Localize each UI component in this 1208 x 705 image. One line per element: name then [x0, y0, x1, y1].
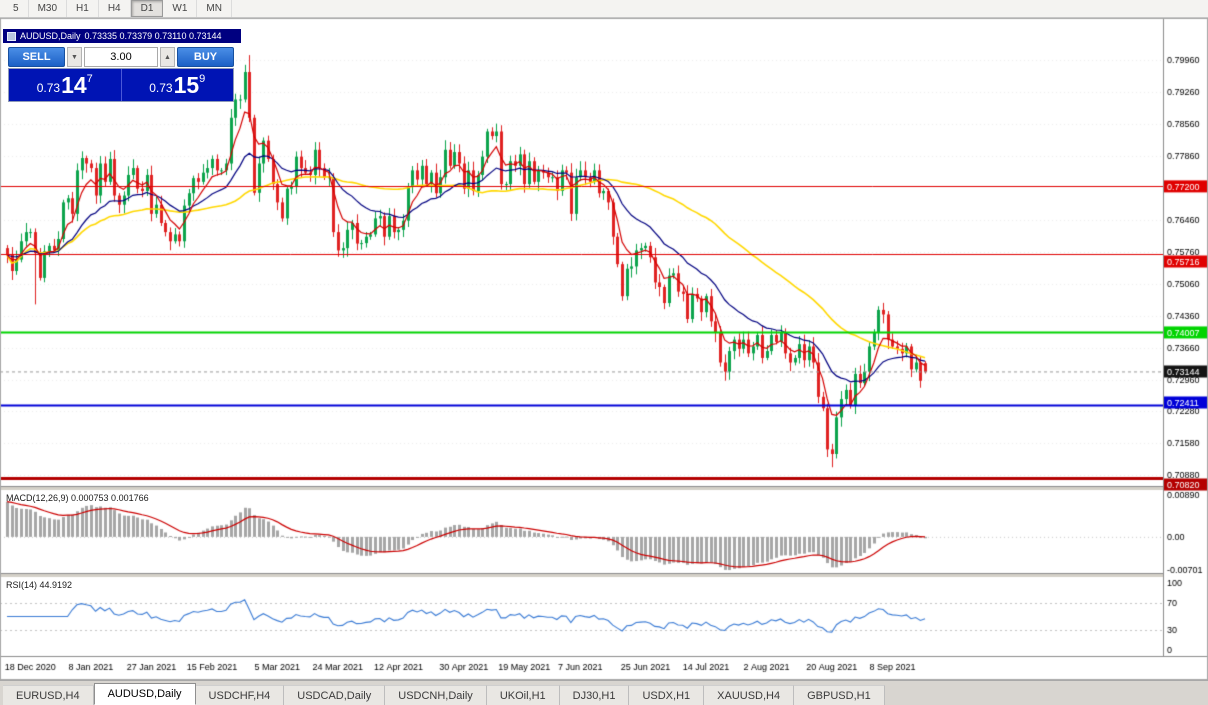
tab-usdchf-h4[interactable]: USDCHF,H4 — [195, 685, 285, 705]
volume-input[interactable] — [84, 47, 158, 67]
timeframe-button-5[interactable]: 5 — [4, 0, 29, 17]
chart-tabs-bar: EURUSD,H4 AUDUSD,Daily USDCHF,H4 USDCAD,Dai… — [0, 680, 1208, 705]
tab-usdcnh-daily[interactable]: USDCNH,Daily — [385, 685, 487, 705]
timeframe-button-m30[interactable]: M30 — [29, 0, 68, 17]
bid-price-prefix: 0.73 — [36, 80, 61, 95]
timeframe-button-w1[interactable]: W1 — [163, 0, 198, 17]
buy-button[interactable]: BUY — [177, 47, 234, 67]
tab-ukoil-h1[interactable]: UKOil,H1 — [486, 685, 560, 705]
tab-xauusd-h4[interactable]: XAUUSD,H4 — [704, 685, 795, 705]
tab-dj30-h1[interactable]: DJ30,H1 — [559, 685, 630, 705]
ask-price-point: 9 — [199, 73, 206, 85]
volume-decrease-button[interactable]: ▼ — [67, 47, 82, 67]
tab-usdcad-daily[interactable]: USDCAD,Daily — [284, 685, 386, 705]
ask-price-prefix: 0.73 — [149, 80, 173, 95]
macd-indicator-label: MACD(12,26,9) 0.000753 0.001766 — [6, 493, 149, 503]
chart-title-bar: AUDUSD,Daily 0.73335 0.73379 0.73110 0.7… — [3, 29, 241, 43]
price-chart-canvas[interactable] — [0, 18, 1208, 680]
oct-controls-row: SELL ▼ ▲ BUY — [8, 47, 234, 67]
chart-icon — [7, 31, 16, 41]
chart-window: AUDUSD,Daily 0.73335 0.73379 0.73110 0.7… — [0, 18, 1208, 680]
timeframe-button-h4[interactable]: H4 — [99, 0, 131, 17]
rsi-indicator-label: RSI(14) 44.9192 — [6, 580, 73, 590]
bid-price-point: 7 — [86, 73, 93, 85]
ask-price-pips: 15 — [173, 71, 200, 98]
sell-button[interactable]: SELL — [8, 47, 65, 67]
ask-price[interactable]: 0.73 15 9 — [121, 69, 233, 101]
timeframe-toolbar: 5 M30 H1 H4 D1 W1 MN — [0, 0, 1208, 18]
tab-usdx-h1[interactable]: USDX,H1 — [629, 685, 705, 705]
chart-symbol-label: AUDUSD,Daily — [20, 31, 81, 41]
oct-prices-row: 0.73 14 7 0.73 15 9 — [8, 68, 234, 102]
tab-audusd-daily[interactable]: AUDUSD,Daily — [93, 683, 196, 705]
tab-gbpusd-h1[interactable]: GBPUSD,H1 — [794, 685, 885, 705]
timeframe-button-mn[interactable]: MN — [197, 0, 232, 17]
tab-eurusd-h4[interactable]: EURUSD,H4 — [3, 685, 94, 705]
bid-price-pips: 14 — [61, 71, 87, 98]
volume-increase-button[interactable]: ▲ — [160, 47, 175, 67]
bid-price[interactable]: 0.73 14 7 — [9, 69, 122, 101]
timeframe-button-h1[interactable]: H1 — [67, 0, 99, 17]
chart-ohlc-values: 0.73335 0.73379 0.73110 0.73144 — [84, 31, 222, 41]
one-click-trading-panel: SELL ▼ ▲ BUY 0.73 14 7 0.73 15 9 — [8, 47, 234, 102]
timeframe-button-d1[interactable]: D1 — [130, 0, 164, 17]
